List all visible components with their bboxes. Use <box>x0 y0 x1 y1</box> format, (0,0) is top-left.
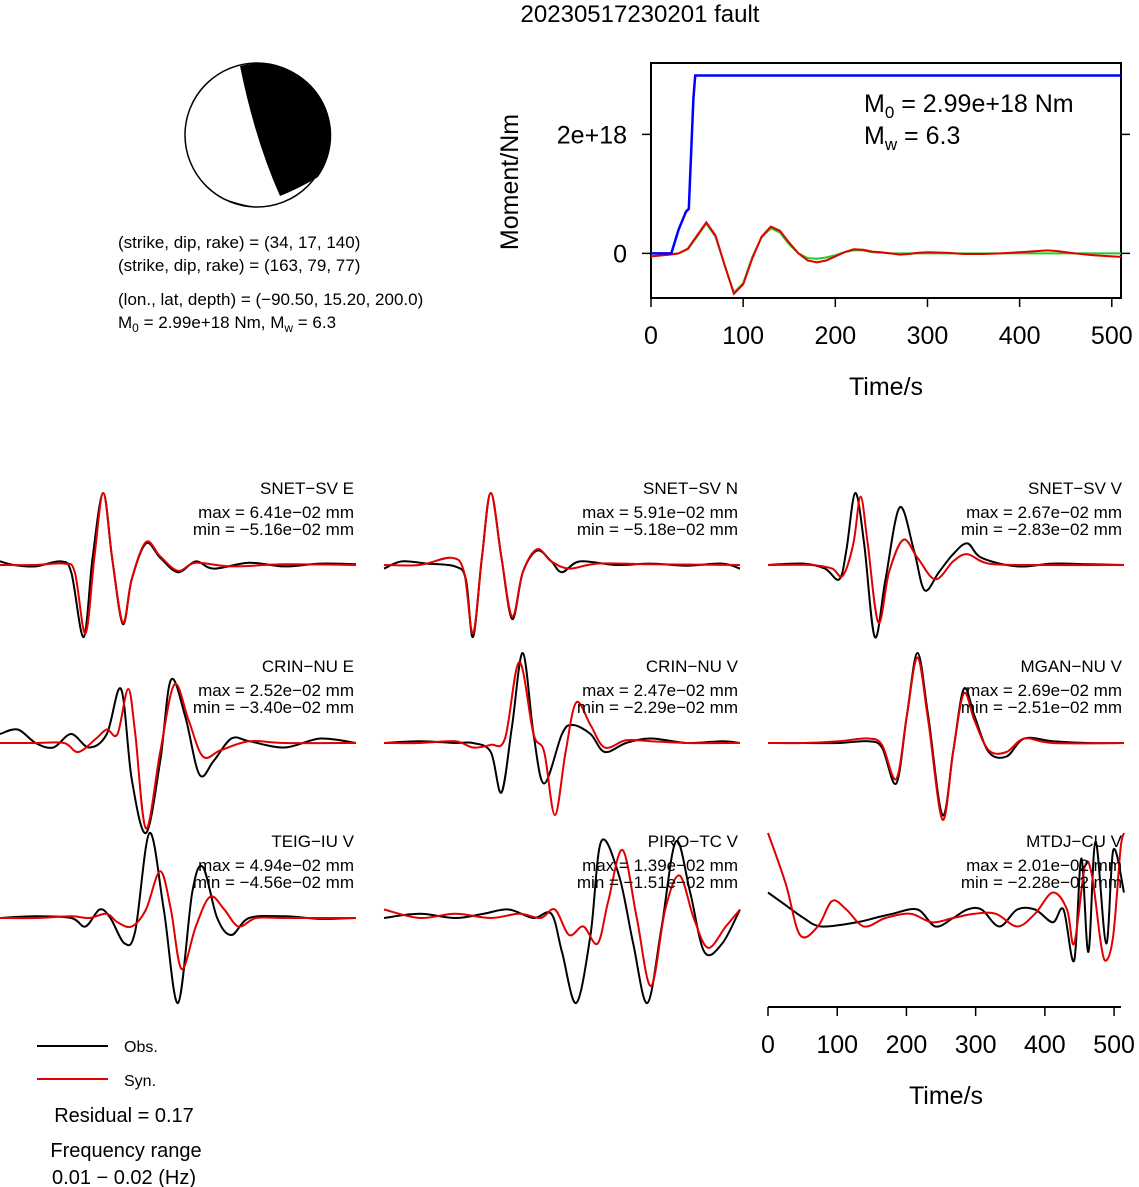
station-label: SNET−SV E <box>260 479 354 498</box>
station-label: CRIN−NU E <box>262 657 354 676</box>
mechanism-moment-line: M0 = 2.99e+18 Nm, Mw = 6.3 <box>118 313 336 335</box>
waveform-xtick-label: 200 <box>886 1031 928 1059</box>
station-label: SNET−SV V <box>1028 479 1123 498</box>
waveform-max-label: max = 5.91e−02 mm <box>582 503 738 522</box>
waveform-max-label: max = 2.67e−02 mm <box>966 503 1122 522</box>
moment-xtick-label: 500 <box>1091 322 1133 350</box>
synthetic-waveform <box>383 491 741 635</box>
waveform-xlabel: Time/s <box>909 1082 983 1110</box>
synthetic-waveform <box>767 495 1125 624</box>
waveform-min-label: min = −2.29e−02 mm <box>577 698 738 717</box>
moment-rate-red-line <box>650 220 1122 296</box>
moment-chart-ticks: 0 100 200 300 400 500 0 2e+18 <box>557 121 1133 350</box>
waveform-max-label: max = 4.94e−02 mm <box>198 856 354 875</box>
mechanism-line-2: (strike, dip, rake) = (163, 79, 77) <box>118 256 360 275</box>
synthetic-waveform <box>0 491 357 635</box>
beach-ball-compression-lower <box>220 197 282 208</box>
moment-chart-xlabel: Time/s <box>849 373 923 401</box>
moment-chart-lines <box>650 74 1122 296</box>
moment-chart-frame <box>650 62 1122 299</box>
waveform-min-label: min = −4.56e−02 mm <box>193 873 354 892</box>
figure-title: 20230517230201 fault <box>521 1 760 28</box>
waveform-max-label: max = 1.39e−02 mm <box>582 856 738 875</box>
station-label: SNET−SV N <box>643 479 738 498</box>
frequency-value: 0.01 − 0.02 (Hz) <box>52 1167 196 1187</box>
synthetic-waveform <box>767 656 1125 821</box>
legend-obs-label: Obs. <box>124 1039 158 1056</box>
waveform-min-label: min = −5.16e−02 mm <box>193 520 354 539</box>
synthetic-waveform <box>767 832 1125 962</box>
moment-xtick-label: 0 <box>644 322 658 350</box>
moment-chart-ylabel: Moment/Nm <box>496 114 524 250</box>
station-label: CRIN−NU V <box>646 657 739 676</box>
legend-syn-label: Syn. <box>124 1073 156 1090</box>
legend: Obs. Syn. Residual = 0.17 Frequency rang… <box>37 1039 202 1187</box>
residual-text: Residual = 0.17 <box>54 1105 194 1127</box>
station-label: PIRO−TC V <box>648 832 739 851</box>
waveform-min-label: min = −2.83e−02 mm <box>961 520 1122 539</box>
waveform-max-label: max = 2.69e−02 mm <box>966 681 1122 700</box>
frequency-title: Frequency range <box>50 1140 201 1162</box>
observed-waveform <box>383 651 741 794</box>
synthetic-waveform <box>383 660 741 817</box>
waveform-min-label: min = −2.28e−02 mm <box>961 873 1122 892</box>
observed-waveform <box>0 831 357 1005</box>
waveform-xtick-label: 100 <box>816 1031 858 1059</box>
moment-annotation-m0: M0 = 2.99e+18 Nm <box>864 90 1074 122</box>
station-label: MGAN−NU V <box>1020 657 1122 676</box>
observed-waveform <box>383 838 741 1005</box>
waveform-time-axis: Time/s 0 100 200 300 400 500 <box>761 1006 1135 1110</box>
waveform-xtick-label: 500 <box>1093 1031 1135 1059</box>
beach-ball <box>184 62 332 208</box>
beach-ball-compression-region <box>240 63 332 196</box>
moment-ytick-label: 0 <box>613 240 627 268</box>
station-label: TEIG−IU V <box>271 832 354 851</box>
waveform-xtick-label: 0 <box>761 1031 775 1059</box>
synthetic-waveform <box>0 870 356 971</box>
waveform-max-label: max = 2.52e−02 mm <box>198 681 354 700</box>
cumulative-moment-line <box>651 74 1121 255</box>
moment-xtick-label: 100 <box>722 322 764 350</box>
moment-xtick-label: 200 <box>814 322 856 350</box>
mechanism-line-3: (lon., lat, depth) = (−90.50, 15.20, 200… <box>118 290 423 309</box>
waveform-max-label: max = 2.47e−02 mm <box>582 681 738 700</box>
moment-xtick-label: 300 <box>907 322 949 350</box>
waveform-min-label: min = −3.40e−02 mm <box>193 698 354 717</box>
waveform-max-label: max = 2.01e−02 mm <box>966 856 1122 875</box>
waveform-min-label: min = −5.18e−02 mm <box>577 520 738 539</box>
synthetic-waveform <box>0 683 357 830</box>
waveform-min-label: min = −1.51e−02 mm <box>577 873 738 892</box>
observed-waveform <box>768 651 1125 817</box>
synthetic-waveform <box>383 848 741 988</box>
waveform-min-label: min = −2.51e−02 mm <box>961 698 1122 717</box>
moment-annotation-mw: Mw = 6.3 <box>864 122 960 154</box>
mechanism-line-1: (strike, dip, rake) = (34, 17, 140) <box>118 233 360 252</box>
waveform-xtick-label: 300 <box>955 1031 997 1059</box>
observed-waveform <box>0 677 357 835</box>
moment-ytick-label: 2e+18 <box>557 121 627 149</box>
waveform-max-label: max = 6.41e−02 mm <box>198 503 354 522</box>
station-label: MTDJ−CU V <box>1026 832 1123 851</box>
moment-xtick-label: 400 <box>999 322 1041 350</box>
waveform-xtick-label: 400 <box>1024 1031 1066 1059</box>
